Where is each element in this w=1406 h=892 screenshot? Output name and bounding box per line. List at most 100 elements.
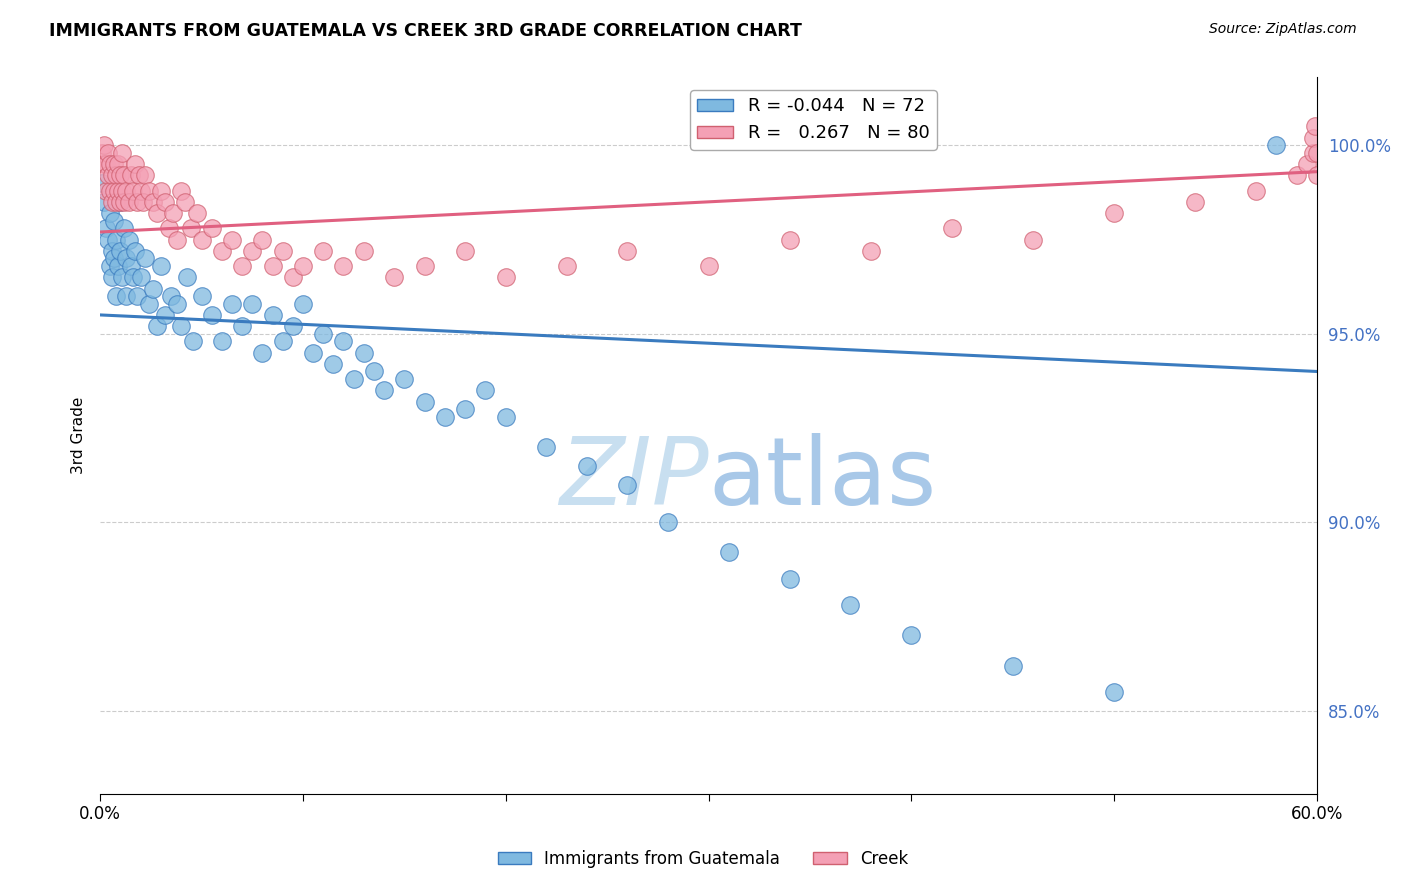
Point — [332, 334, 354, 349]
Point — [413, 394, 436, 409]
Point — [98, 184, 121, 198]
Point — [353, 345, 375, 359]
Point — [271, 244, 294, 258]
Point — [91, 176, 114, 190]
Point — [271, 334, 294, 349]
Point — [900, 628, 922, 642]
Point — [190, 289, 212, 303]
Point — [281, 270, 304, 285]
Y-axis label: 3rd Grade: 3rd Grade — [72, 397, 86, 475]
Point — [186, 206, 208, 220]
Point — [1022, 233, 1045, 247]
Point — [180, 221, 202, 235]
Point — [413, 259, 436, 273]
Point — [125, 194, 148, 209]
Point — [1295, 157, 1317, 171]
Point — [110, 244, 132, 258]
Point — [149, 184, 172, 198]
Point — [153, 194, 176, 209]
Point — [97, 233, 120, 247]
Point — [1102, 206, 1125, 220]
Point — [183, 334, 205, 349]
Point — [536, 440, 558, 454]
Point — [114, 221, 136, 235]
Point — [120, 169, 142, 183]
Point — [107, 259, 129, 273]
Point — [495, 270, 517, 285]
Point — [1285, 169, 1308, 183]
Point — [149, 259, 172, 273]
Point — [105, 289, 128, 303]
Point — [231, 319, 253, 334]
Point — [124, 244, 146, 258]
Point — [117, 194, 139, 209]
Point — [170, 184, 193, 198]
Point — [142, 281, 165, 295]
Point — [252, 233, 274, 247]
Point — [240, 296, 263, 310]
Point — [353, 244, 375, 258]
Point — [110, 194, 132, 209]
Point — [142, 194, 165, 209]
Point — [221, 296, 243, 310]
Point — [105, 233, 128, 247]
Point — [93, 157, 115, 171]
Point — [1303, 120, 1326, 134]
Point — [332, 259, 354, 273]
Point — [134, 169, 156, 183]
Point — [101, 244, 124, 258]
Point — [779, 572, 801, 586]
Point — [170, 319, 193, 334]
Point — [839, 598, 862, 612]
Point — [616, 244, 638, 258]
Point — [1184, 194, 1206, 209]
Point — [1306, 145, 1329, 160]
Point — [941, 221, 963, 235]
Point — [302, 345, 325, 359]
Point — [779, 233, 801, 247]
Point — [91, 145, 114, 160]
Point — [343, 372, 366, 386]
Point — [373, 384, 395, 398]
Point — [129, 270, 152, 285]
Point — [363, 364, 385, 378]
Point — [555, 259, 578, 273]
Point — [146, 206, 169, 220]
Point — [474, 384, 496, 398]
Point — [454, 402, 477, 417]
Point — [121, 184, 143, 198]
Point — [211, 244, 233, 258]
Point — [138, 296, 160, 310]
Point — [103, 213, 125, 227]
Point — [160, 289, 183, 303]
Point — [1302, 130, 1324, 145]
Point — [111, 184, 134, 198]
Point — [153, 308, 176, 322]
Point — [291, 296, 314, 310]
Point — [105, 169, 128, 183]
Point — [717, 545, 740, 559]
Point — [657, 515, 679, 529]
Point — [101, 194, 124, 209]
Point — [312, 326, 335, 341]
Point — [124, 157, 146, 171]
Point — [312, 244, 335, 258]
Point — [111, 270, 134, 285]
Point — [1265, 138, 1288, 153]
Point — [697, 259, 720, 273]
Point — [240, 244, 263, 258]
Point — [129, 184, 152, 198]
Point — [128, 169, 150, 183]
Text: ZIP: ZIP — [558, 433, 709, 524]
Point — [101, 270, 124, 285]
Point — [382, 270, 405, 285]
Point — [107, 157, 129, 171]
Point — [174, 194, 197, 209]
Point — [262, 308, 284, 322]
Point — [98, 259, 121, 273]
Point — [101, 169, 124, 183]
Point — [115, 184, 138, 198]
Point — [117, 233, 139, 247]
Point — [107, 184, 129, 198]
Point — [132, 194, 155, 209]
